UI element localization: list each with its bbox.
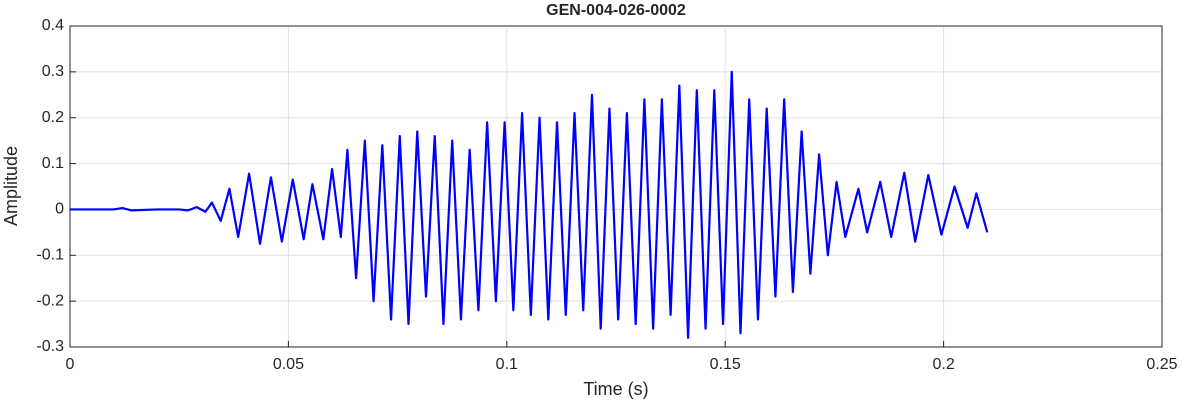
y-tick-label: -0.1: [36, 247, 64, 264]
y-tick-label: -0.2: [36, 292, 64, 309]
y-tick-label: 0.2: [42, 109, 64, 126]
y-tick-label: 0.3: [42, 63, 64, 80]
x-tick-label: 0.15: [710, 356, 741, 373]
x-tick-label: 0.05: [273, 356, 304, 373]
x-tick-label: 0.25: [1146, 356, 1177, 373]
x-tick-label: 0.2: [932, 356, 954, 373]
y-axis-label: Amplitude: [1, 146, 21, 226]
chart-title: GEN-004-026-0002: [546, 2, 686, 19]
y-tick-label: 0.4: [42, 17, 64, 34]
y-tick-label: 0.1: [42, 155, 64, 172]
y-tick-label: -0.3: [36, 338, 64, 355]
x-tick-label: 0.1: [496, 356, 518, 373]
x-tick-label: 0: [66, 356, 75, 373]
y-tick-label: 0: [55, 201, 64, 218]
x-axis-label: Time (s): [583, 379, 648, 399]
plot-frame: [69, 25, 1163, 348]
waveform-line: [70, 70, 989, 339]
